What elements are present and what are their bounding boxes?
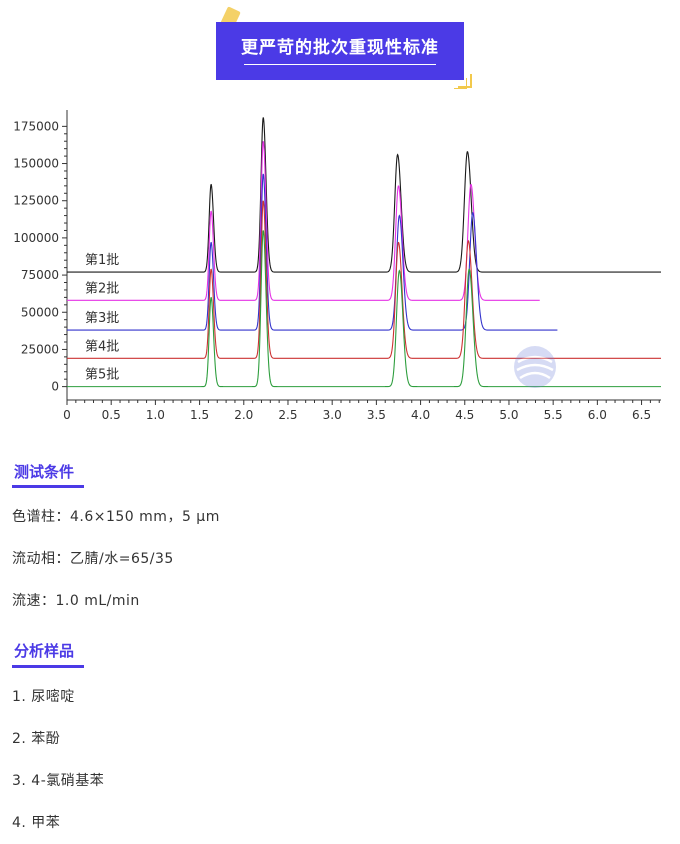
y-tick-label: 50000 (21, 305, 59, 319)
series-label: 第4批 (85, 339, 119, 354)
x-tick-label: 2.0 (234, 408, 253, 422)
condition-column: 色谱柱：4.6×150 mm，5 μm (12, 509, 220, 525)
x-tick-label: 6.5 (632, 408, 651, 422)
x-tick-label: 2.5 (278, 408, 297, 422)
series-label: 第2批 (85, 281, 119, 296)
series-trace (67, 173, 558, 331)
conditions-title: 测试条件 (14, 463, 75, 481)
x-tick-label: 0.5 (102, 408, 121, 422)
banner-corner-decoration (458, 74, 472, 88)
banner-corner-decoration-inner (454, 78, 467, 89)
samples-underline (12, 665, 84, 668)
x-tick-label: 0 (63, 408, 71, 422)
condition-mobile-phase: 流动相：乙腈/水=65/35 (12, 551, 174, 567)
sample-item: 4. 甲苯 (12, 815, 61, 831)
sample-item: 2. 苯酚 (12, 731, 61, 747)
x-tick-label: 4.5 (455, 408, 474, 422)
y-tick-label: 0 (51, 380, 59, 394)
series-trace (67, 117, 661, 273)
x-tick-label: 1.0 (146, 408, 165, 422)
chart-traces (67, 117, 661, 388)
x-tick-label: 4.0 (411, 408, 430, 422)
x-tick-label: 1.5 (190, 408, 209, 422)
series-label: 第5批 (85, 368, 119, 383)
y-tick-label: 75000 (21, 268, 59, 282)
x-tick-label: 5.0 (499, 408, 518, 422)
condition-flow-rate: 流速：1.0 mL/min (12, 593, 140, 609)
banner-box: 更严苛的批次重现性标准 (216, 22, 464, 80)
sample-item: 3. 4-氯硝基苯 (12, 773, 105, 789)
samples-title: 分析样品 (14, 642, 75, 660)
y-tick-label: 150000 (13, 157, 59, 171)
series-trace (67, 200, 661, 359)
y-tick-label: 25000 (21, 342, 59, 356)
y-tick-label: 100000 (13, 231, 59, 245)
y-tick-label: 125000 (13, 194, 59, 208)
banner-underline (244, 64, 436, 65)
x-tick-label: 5.5 (544, 408, 563, 422)
banner-title: 更严苛的批次重现性标准 (241, 38, 439, 58)
chromatogram-chart: 0 0.5 1.0 1.5 2.0 2.5 3.0 3.5 4.0 4.5 5.0 5.5 6.0 6.5… (13, 110, 661, 422)
watermark-logo (514, 346, 556, 388)
x-tick-label: 6.0 (588, 408, 607, 422)
x-tick-label: 3.5 (367, 408, 386, 422)
banner: 更严苛的批次重现性标准 (216, 4, 472, 94)
series-label: 第1批 (85, 253, 119, 268)
series-trace (67, 230, 661, 388)
series-trace (67, 141, 540, 301)
conditions-underline (12, 485, 84, 488)
chart-axes: 0 0.5 1.0 1.5 2.0 2.5 3.0 3.5 4.0 4.5 5.0 5.5 6.0 6.5… (13, 110, 661, 422)
series-label: 第3批 (85, 311, 119, 326)
sample-item: 1. 尿嘧啶 (12, 689, 75, 705)
y-tick-label: 175000 (13, 119, 59, 133)
x-tick-label: 3.0 (323, 408, 342, 422)
